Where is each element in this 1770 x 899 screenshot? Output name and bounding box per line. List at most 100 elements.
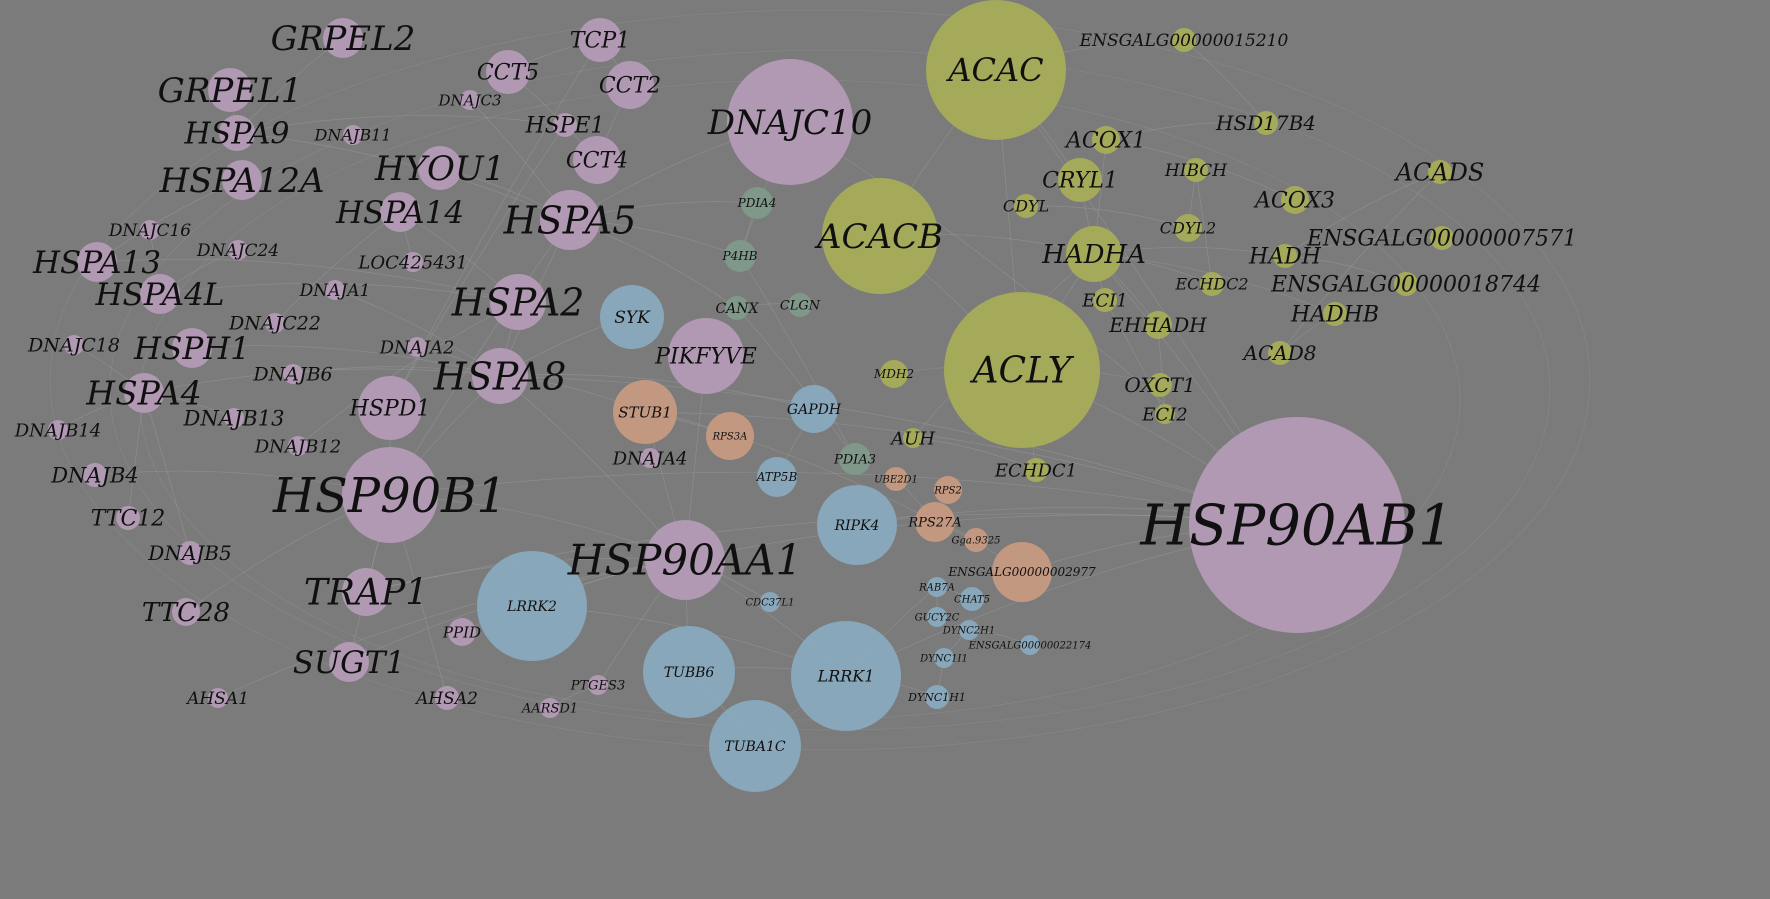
node-trap1[interactable] (342, 568, 390, 616)
node-atp5b[interactable] (757, 457, 797, 497)
node-hspa8[interactable] (472, 348, 528, 404)
node-hsp90b1[interactable] (342, 447, 438, 543)
node-loc425431[interactable] (403, 252, 423, 272)
node-ttc28[interactable] (172, 598, 200, 626)
node-hspa9[interactable] (219, 115, 255, 151)
node-hsph1[interactable] (172, 328, 212, 368)
node-cct5[interactable] (486, 50, 530, 94)
node-hspa13[interactable] (77, 242, 117, 282)
node-dnajc18[interactable] (64, 335, 84, 355)
node-dnajb13[interactable] (224, 408, 244, 428)
node-dync2h1[interactable] (959, 620, 979, 640)
node-cct4[interactable] (573, 136, 621, 184)
node-chat5[interactable] (960, 587, 984, 611)
node-acac[interactable] (926, 0, 1066, 140)
node-acacb[interactable] (822, 178, 938, 294)
node-canx[interactable] (725, 296, 749, 320)
node-ttc12[interactable] (116, 506, 140, 530)
node-ahsa2[interactable] (435, 686, 459, 710)
node-tuba1c[interactable] (709, 700, 801, 792)
node-gapdh[interactable] (790, 385, 838, 433)
node-dnaja1[interactable] (325, 280, 345, 300)
node-dnajc24[interactable] (228, 240, 248, 260)
node-oxct1[interactable] (1148, 373, 1172, 397)
node-grpel2[interactable] (323, 18, 363, 58)
node-pikfyve[interactable] (668, 318, 744, 394)
node-hspa2[interactable] (490, 274, 546, 330)
node-hspa5[interactable] (540, 190, 600, 250)
node-dnajb12[interactable] (288, 436, 308, 456)
node-cdc37l1[interactable] (760, 592, 780, 612)
node-dync1i1[interactable] (934, 648, 954, 668)
node-hsp90aa1[interactable] (645, 520, 725, 600)
node-acad8[interactable] (1268, 341, 1292, 365)
node-cryl1[interactable] (1058, 158, 1102, 202)
node-dnajb6[interactable] (283, 364, 303, 384)
node-gucy2c[interactable] (927, 607, 947, 627)
node-hsd17b4[interactable] (1254, 111, 1278, 135)
node-echdc1[interactable] (1024, 458, 1048, 482)
node-hyou1[interactable] (418, 146, 462, 190)
node-dnajb11[interactable] (343, 125, 363, 145)
node-auh[interactable] (903, 428, 923, 448)
node-ensgalg00000002977[interactable] (992, 542, 1052, 602)
node-ube2d1[interactable] (884, 467, 908, 491)
node-ahsa1[interactable] (208, 688, 228, 708)
node-hadhb[interactable] (1323, 302, 1347, 326)
node-ensgalg00000018744[interactable] (1394, 272, 1418, 296)
node-hspa12a[interactable] (222, 160, 262, 200)
node-grpel1[interactable] (208, 68, 252, 112)
node-dnaja4[interactable] (640, 448, 660, 468)
node-dnajb14[interactable] (48, 420, 68, 440)
node-rps2[interactable] (934, 476, 962, 504)
node-ptges3[interactable] (588, 675, 608, 695)
node-mdh2[interactable] (880, 360, 908, 388)
node-dnajb4[interactable] (83, 463, 107, 487)
node-hspd1[interactable] (358, 376, 422, 440)
node-ensgalg00000007571[interactable] (1430, 226, 1454, 250)
node-dnajb5[interactable] (178, 541, 202, 565)
node-p4hb[interactable] (724, 240, 756, 272)
node-rps27a[interactable] (915, 502, 955, 542)
node-hspa4l[interactable] (140, 274, 180, 314)
node-aarsd1[interactable] (540, 698, 560, 718)
node-acly[interactable] (944, 292, 1100, 448)
node-syk[interactable] (600, 285, 664, 349)
node-hadh[interactable] (1273, 244, 1297, 268)
node-gga-9325[interactable] (964, 528, 988, 552)
node-rps3a[interactable] (706, 412, 754, 460)
node-hspa14[interactable] (380, 192, 420, 232)
node-hspa4[interactable] (124, 373, 164, 413)
node-hspe1[interactable] (553, 113, 577, 137)
node-lrrk1[interactable] (791, 621, 901, 731)
node-dnaja2[interactable] (407, 337, 427, 357)
node-echdc2[interactable] (1200, 272, 1224, 296)
node-hibch[interactable] (1184, 158, 1208, 182)
node-tubb6[interactable] (643, 626, 735, 718)
node-dnajc22[interactable] (265, 313, 285, 333)
node-ensgalg00000022174[interactable] (1020, 635, 1040, 655)
node-dnajc16[interactable] (140, 220, 160, 240)
node-rab7a[interactable] (927, 577, 947, 597)
node-clgn[interactable] (788, 293, 812, 317)
node-dnajc10[interactable] (727, 59, 853, 185)
node-ripk4[interactable] (817, 485, 897, 565)
node-lrrk2[interactable] (477, 551, 587, 661)
node-pdia3[interactable] (839, 443, 871, 475)
node-hadha[interactable] (1066, 226, 1122, 282)
node-hsp90ab1[interactable] (1189, 417, 1405, 633)
node-ppid[interactable] (448, 618, 476, 646)
node-ehhadh[interactable] (1144, 311, 1172, 339)
node-pdia4[interactable] (741, 187, 773, 219)
node-tcp1[interactable] (578, 18, 622, 62)
node-cct2[interactable] (606, 61, 654, 109)
node-eci1[interactable] (1093, 288, 1117, 312)
node-cdyl2[interactable] (1174, 214, 1202, 242)
node-acads[interactable] (1428, 160, 1452, 184)
node-stub1[interactable] (613, 380, 677, 444)
node-cdyl[interactable] (1014, 194, 1038, 218)
node-acox1[interactable] (1092, 126, 1120, 154)
node-acox3[interactable] (1281, 186, 1309, 214)
node-dnajc3[interactable] (460, 90, 480, 110)
node-sugt1[interactable] (329, 642, 369, 682)
